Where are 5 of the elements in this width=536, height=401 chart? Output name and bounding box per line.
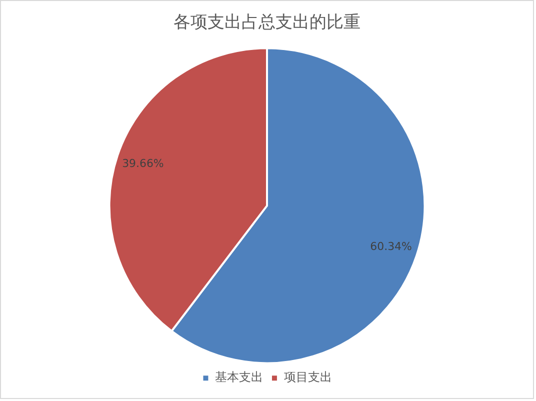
legend-label: 项目支出 bbox=[284, 370, 332, 384]
chart-title: 各项支出占总支出的比重 bbox=[173, 12, 361, 32]
legend-label: 基本支出 bbox=[215, 370, 264, 384]
data-label: 60.34% bbox=[370, 240, 412, 254]
data-label: 39.66% bbox=[122, 156, 164, 170]
